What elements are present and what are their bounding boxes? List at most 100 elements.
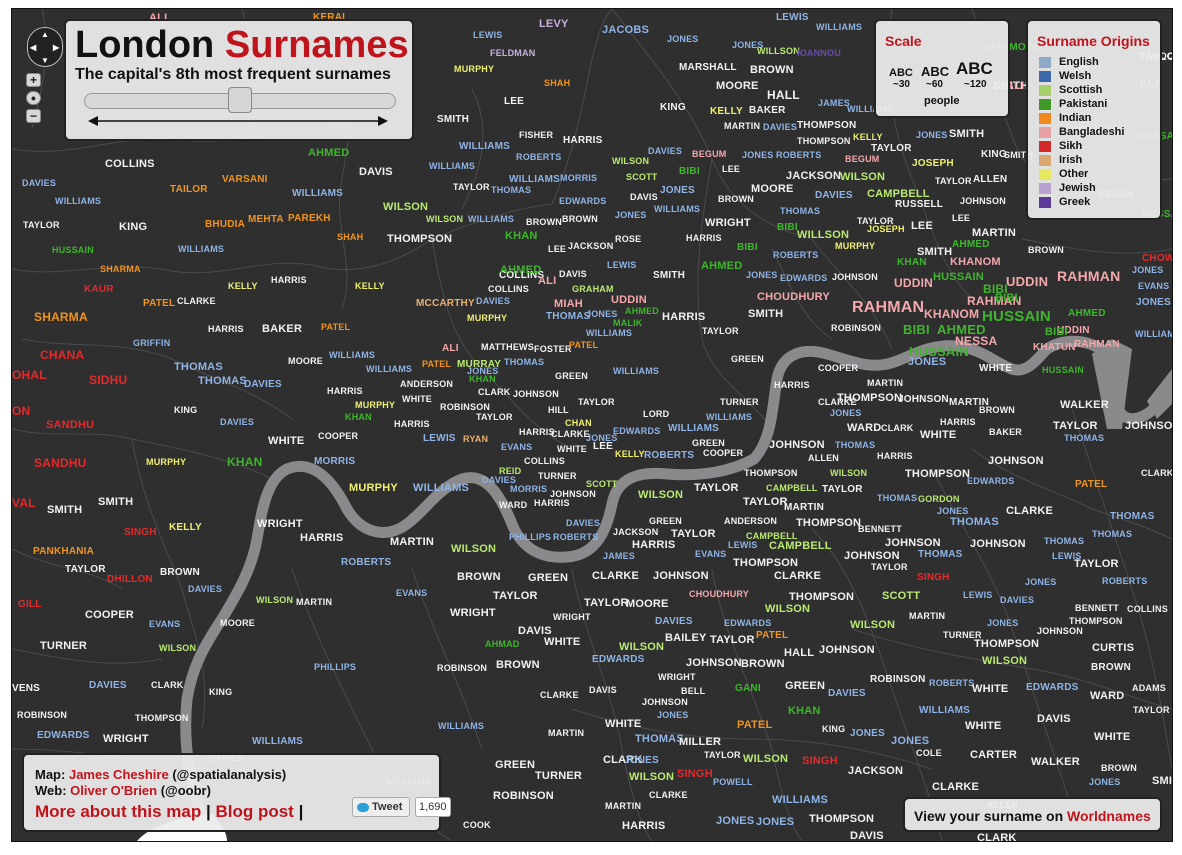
- surname-label: LEE: [593, 441, 614, 452]
- surname-label: BAKER: [262, 323, 303, 335]
- surname-label: THOMAS: [635, 733, 684, 745]
- surname-label: GREEN: [555, 371, 589, 381]
- surname-label: NESSA: [955, 334, 998, 348]
- surname-label: MARTIN: [867, 378, 904, 388]
- web-author-link[interactable]: Oliver O'Brien: [70, 783, 158, 798]
- surname-label: JOHNSON: [970, 538, 1026, 550]
- legend-label: Jewish: [1059, 182, 1096, 194]
- surname-label: AHMAD: [485, 639, 520, 649]
- credits-panel: Map: James Cheshire (@spatialanalysis) W…: [22, 753, 451, 832]
- surname-label: PANKHANIA: [33, 546, 95, 557]
- web-credit-label: Web:: [35, 783, 67, 798]
- pan-down-icon[interactable]: ▼: [41, 56, 49, 65]
- scale-count-small: ~30: [893, 79, 910, 90]
- legend-swatch: [1039, 56, 1051, 68]
- thames-estuary: [1092, 339, 1132, 429]
- surname-label: TURNER: [40, 640, 88, 652]
- surname-label: WILLIAMS: [438, 721, 485, 731]
- surname-label: WILLIAMS: [919, 705, 971, 716]
- surname-label: THOMAS: [918, 549, 963, 560]
- surname-label: MURPHY: [467, 313, 508, 323]
- surname-label: TAYLOR: [1074, 558, 1119, 570]
- surname-label: BELL: [681, 686, 706, 696]
- blog-post-link[interactable]: Blog post: [215, 802, 294, 821]
- web-handle-link[interactable]: (@oobr): [160, 783, 211, 798]
- surname-label: MARTIN: [296, 597, 333, 607]
- surname-label: TURNER: [535, 770, 583, 782]
- surname-label: KHAN: [469, 374, 496, 384]
- surname-label: MURPHY: [355, 400, 396, 410]
- zoom-in-button[interactable]: +: [26, 73, 41, 87]
- surname-label: SANDHU: [46, 419, 95, 431]
- surname-label: JOHNSON: [844, 550, 900, 562]
- surname-label: BROWN: [1101, 763, 1137, 773]
- surname-label: CURTIS: [1092, 642, 1135, 654]
- surname-label: THOMAS: [780, 206, 821, 216]
- legend-label: Indian: [1059, 112, 1092, 124]
- surname-label: WILLIAMS: [847, 104, 894, 114]
- surname-label: BEGUM: [845, 154, 880, 164]
- pan-control[interactable]: ▲ ▼ ◀ ▶: [27, 27, 63, 67]
- tweet-button[interactable]: Tweet: [352, 797, 410, 817]
- surname-label: WILSON: [830, 468, 868, 478]
- surname-label: ROBERTS: [644, 450, 695, 461]
- surname-label: HARRIS: [622, 820, 666, 832]
- surname-label: LEWIS: [607, 260, 637, 270]
- surname-label: KHAN: [788, 705, 821, 717]
- surname-label: JONES: [586, 309, 618, 319]
- surname-label: SMITH: [98, 496, 134, 508]
- map-credit-label: Map:: [35, 767, 66, 782]
- pan-right-icon[interactable]: ▶: [53, 43, 60, 52]
- surname-label: TAYLOR: [1133, 705, 1170, 715]
- globe-icon[interactable]: ●: [26, 91, 41, 105]
- map-handle-link[interactable]: (@spatialanalysis): [172, 767, 287, 782]
- surname-label: BROWN: [496, 659, 540, 671]
- surname-label: TURNER: [720, 397, 759, 407]
- surname-label: KELLY: [853, 132, 883, 142]
- pan-up-icon[interactable]: ▲: [41, 30, 49, 39]
- surname-label: WRIGHT: [553, 612, 591, 622]
- scale-samples: ABC ABC ABC: [889, 51, 1004, 79]
- map-author-link[interactable]: James Cheshire: [68, 767, 169, 782]
- surname-label: COOPER: [85, 609, 134, 621]
- surname-label: JACKSON: [568, 241, 614, 251]
- more-about-map-link[interactable]: More about this map: [35, 802, 202, 821]
- thames-lower: [1147, 369, 1172, 419]
- surname-label: SMITH: [1004, 150, 1033, 160]
- pan-left-icon[interactable]: ◀: [30, 43, 37, 52]
- surname-label: DAVIS: [1037, 713, 1071, 725]
- surname-label: UDDIN: [611, 294, 647, 306]
- surname-label: COLLINS: [105, 158, 155, 170]
- surname-label: CLARKE: [551, 429, 590, 439]
- surname-label: ROSE: [615, 234, 642, 244]
- surname-label: TAILOR: [170, 184, 208, 195]
- zoom-out-button[interactable]: −: [26, 109, 41, 123]
- surname-label: PHILLIPS: [314, 662, 357, 672]
- legend-title: Surname Origins: [1037, 33, 1150, 49]
- surname-label: WILLIAMS: [613, 366, 660, 376]
- surname-label: HALL: [767, 88, 800, 102]
- surname-label: JONES: [850, 728, 885, 739]
- surname-label: VAL: [12, 496, 36, 510]
- surname-label: COLLINS: [488, 284, 529, 294]
- map-viewport[interactable]: JACOBS LEVY ALI KERAI LEWIS JONES JONES LEWIS WI…: [11, 8, 1173, 842]
- legend-item: Jewish: [1039, 181, 1124, 195]
- surname-label: UDDIN: [1006, 274, 1049, 289]
- surname-label: EDWARDS: [592, 654, 645, 665]
- surname-label: EDWARDS: [613, 426, 661, 436]
- surname-label: JONES: [1132, 265, 1164, 275]
- surname-label: DAVIES: [655, 616, 693, 627]
- surname-label: THOMPSON: [789, 591, 855, 603]
- title-panel: London Surnames The capital's 8th most f…: [64, 19, 414, 141]
- worldnames-link[interactable]: Worldnames: [1067, 808, 1151, 824]
- surname-label: LEWIS: [473, 30, 503, 40]
- surname-label: WILSON: [982, 655, 1028, 667]
- surname-label: TAYLOR: [1053, 420, 1098, 432]
- surname-label: DAVIES: [476, 296, 511, 306]
- surname-label: LEWIS: [1052, 551, 1082, 561]
- surname-label: PAREKH: [288, 213, 331, 224]
- worldnames-prefix: View your surname on: [914, 808, 1064, 824]
- surname-label: LEWIS: [728, 540, 758, 550]
- surname-label: HUSSAIN: [1042, 365, 1084, 375]
- rank-slider-handle[interactable]: [228, 87, 252, 113]
